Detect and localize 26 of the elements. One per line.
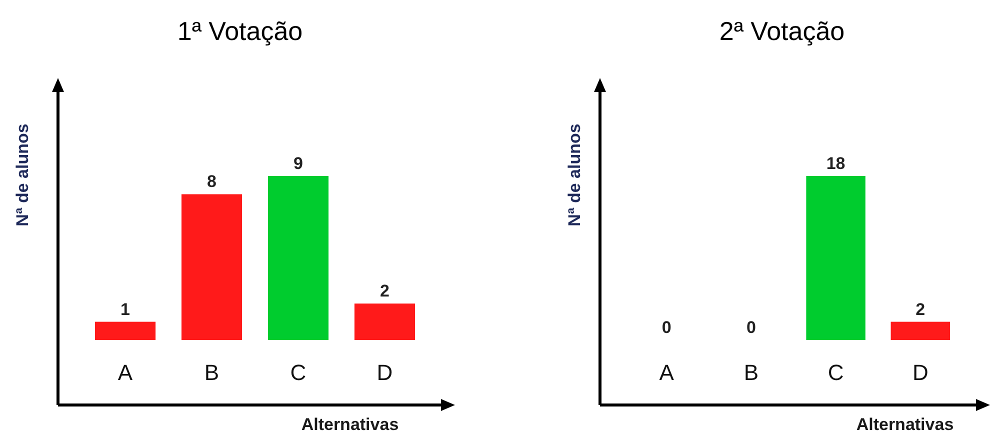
x-axis-title: Alternativas: [301, 415, 399, 434]
x-tick-label: A: [659, 360, 674, 385]
data-label: 8: [207, 172, 216, 192]
x-tick-label: C: [828, 360, 844, 385]
y-axis-title: Nª de alunos: [13, 124, 32, 226]
x-tick-label: C: [290, 360, 306, 385]
x-tick-label: B: [204, 360, 220, 385]
data-label: 2: [380, 282, 390, 301]
x-tick-label: D: [912, 360, 928, 385]
data-label: 0: [662, 318, 672, 337]
data-label: 18: [826, 154, 846, 173]
x-tick-label: A: [118, 360, 133, 385]
x-axis-title: Alternativas: [856, 415, 954, 434]
data-label: 0: [746, 318, 756, 337]
chart-title: 1ª Votação: [177, 16, 303, 46]
bar: [354, 304, 415, 340]
chart-title: 2ª Votação: [719, 16, 845, 46]
x-tick-label: D: [376, 360, 393, 385]
bar: [181, 194, 242, 340]
data-label: 9: [294, 154, 303, 173]
bar: [268, 176, 329, 340]
data-label: 2: [916, 300, 926, 319]
bar: [95, 322, 156, 340]
y-axis-title: Nª de alunos: [565, 124, 584, 226]
data-label: 1: [120, 300, 130, 319]
x-tick-label: B: [744, 360, 759, 385]
